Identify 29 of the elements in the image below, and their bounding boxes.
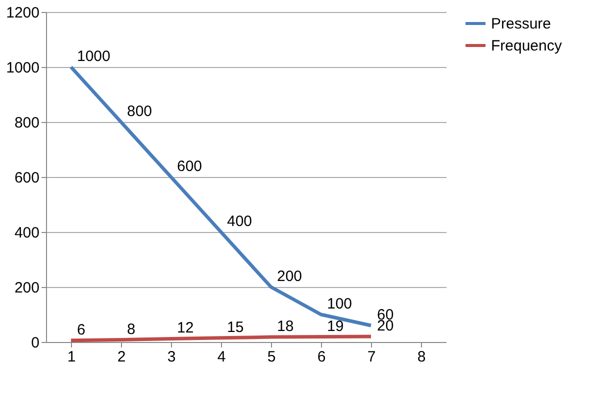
data-label: 8 xyxy=(127,320,136,338)
data-label: 18 xyxy=(277,318,294,336)
x-tick-label: 4 xyxy=(217,348,226,366)
x-tick-label: 1 xyxy=(67,348,76,366)
x-tick-label: 6 xyxy=(317,348,326,366)
y-tick-label: 400 xyxy=(14,224,40,242)
y-tick-label: 600 xyxy=(14,170,40,186)
data-label: 200 xyxy=(277,268,302,285)
y-tick-label: 1000 xyxy=(6,60,40,76)
data-label: 400 xyxy=(227,213,252,230)
data-label: 1000 xyxy=(77,48,110,65)
x-tick-label: 3 xyxy=(167,348,176,366)
y-tick-label: 800 xyxy=(14,114,40,132)
data-label: 12 xyxy=(177,320,194,337)
y-tick-label: 0 xyxy=(31,334,40,352)
data-label: 19 xyxy=(327,318,344,335)
y-tick-label: 1200 xyxy=(6,4,40,22)
data-label: 600 xyxy=(177,158,202,175)
x-tick-label: 8 xyxy=(417,348,426,366)
data-label: 100 xyxy=(327,296,352,312)
y-tick-label: 200 xyxy=(14,280,40,296)
data-label: 15 xyxy=(227,318,244,336)
x-tick-label: 5 xyxy=(267,348,276,366)
legend-label: Frequency xyxy=(491,38,562,54)
data-label: 800 xyxy=(127,103,152,120)
data-label: 6 xyxy=(77,321,86,338)
legend-label: Pressure xyxy=(491,16,552,32)
x-tick-label: 2 xyxy=(117,348,126,366)
x-tick-label: 7 xyxy=(367,348,376,366)
